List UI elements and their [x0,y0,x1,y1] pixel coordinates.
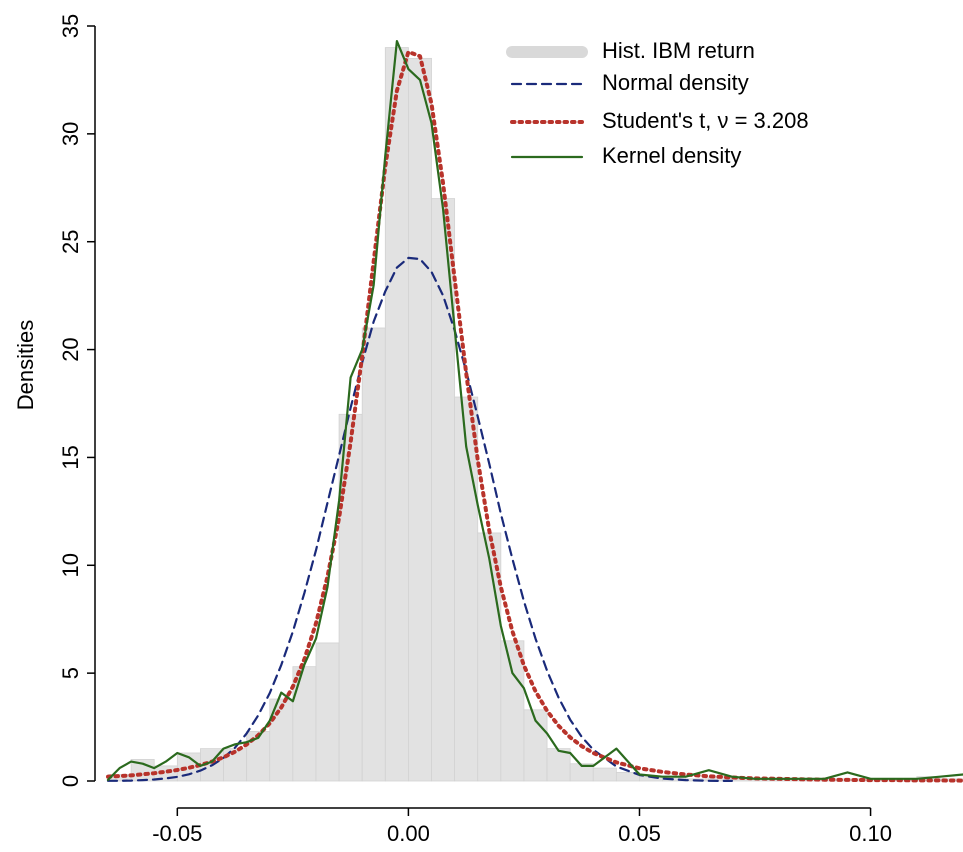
y-tick-label: 0 [58,775,83,787]
histogram-bar [361,327,386,782]
x-tick-label: -0.05 [152,821,202,846]
histogram-bar [315,642,340,782]
legend-label: Kernel density [602,143,741,168]
density-line [106,49,963,783]
legend-label: Student's t, ν = 3.208 [602,108,809,133]
y-tick-label: 35 [58,14,83,38]
histogram-bar [292,666,317,782]
histogram-bar [454,396,479,782]
histogram-bar [408,57,432,782]
y-tick-label: 15 [58,445,83,469]
y-tick-label: 5 [58,667,83,679]
y-tick-label: 20 [58,337,83,361]
density-line [106,256,733,782]
legend-label: Normal density [602,70,749,95]
x-tick-label: 0.10 [849,821,892,846]
density-line [106,40,963,781]
y-tick-label: 25 [58,229,83,253]
histogram-bar [500,640,525,782]
histogram-bar [384,47,409,782]
legend-label: Hist. IBM return [602,38,755,63]
y-axis-title: Densities [13,320,38,410]
histogram-bar [592,767,617,782]
x-tick-label: 0.00 [387,821,430,846]
y-tick-label: 10 [58,553,83,577]
histogram-bar [546,748,571,782]
x-tick-label: 0.05 [618,821,661,846]
y-tick-label: 30 [58,122,83,146]
